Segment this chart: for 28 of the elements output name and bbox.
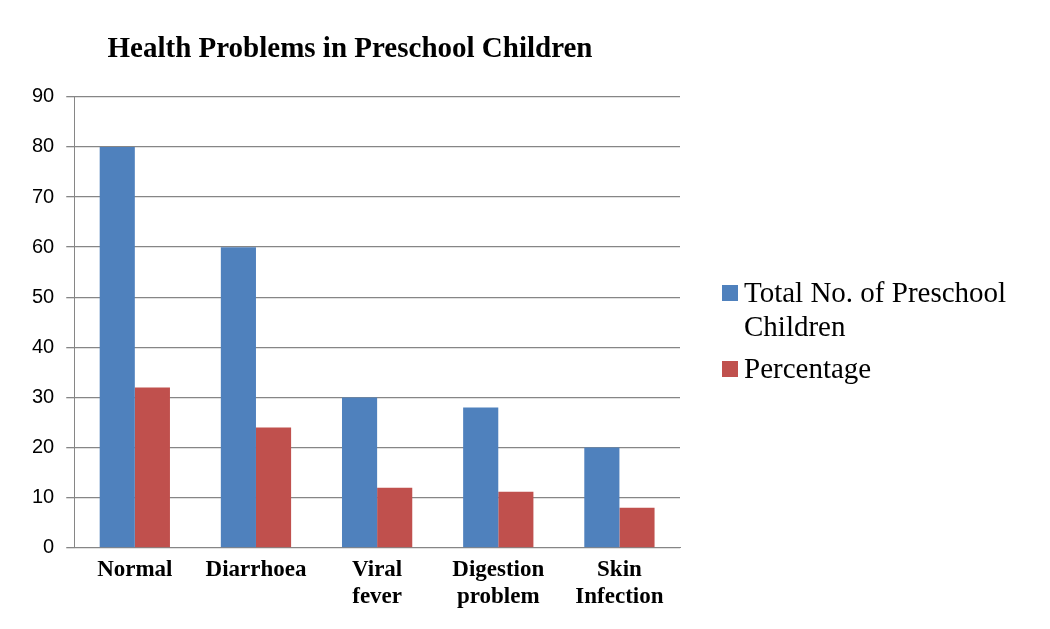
x-tick-label: Viral fever (352, 555, 403, 609)
y-tick-label: 50 (32, 284, 55, 307)
x-tick-label: Digestion problem (452, 555, 545, 609)
legend-label: Total No. of Preschool Children (744, 275, 1008, 343)
bar (255, 427, 292, 548)
y-tick-label: 90 (32, 84, 55, 107)
y-tick-label: 80 (32, 134, 55, 157)
chart-title: Health Problems in Preschool Children (107, 30, 593, 63)
bar (134, 387, 170, 548)
bar (377, 487, 413, 548)
y-tick-label: 40 (32, 334, 55, 357)
x-tick-label: Diarrhoea (205, 555, 307, 581)
x-tick-label: Normal (97, 555, 173, 581)
x-tick-label: Skin Infection (575, 555, 664, 609)
bar (220, 247, 256, 548)
legend-label: Percentage (744, 351, 872, 385)
y-tick-label: 30 (32, 384, 55, 407)
bar (584, 447, 620, 548)
bar (99, 146, 135, 548)
y-tick-label: 70 (32, 184, 55, 207)
bar (498, 491, 534, 548)
y-tick-label: 10 (32, 485, 55, 508)
y-tick-label: 20 (32, 435, 55, 458)
bar (619, 507, 655, 548)
bar (463, 407, 499, 548)
bar (341, 397, 378, 548)
y-tick-label: 60 (32, 234, 55, 257)
y-tick-label: 0 (43, 535, 55, 558)
